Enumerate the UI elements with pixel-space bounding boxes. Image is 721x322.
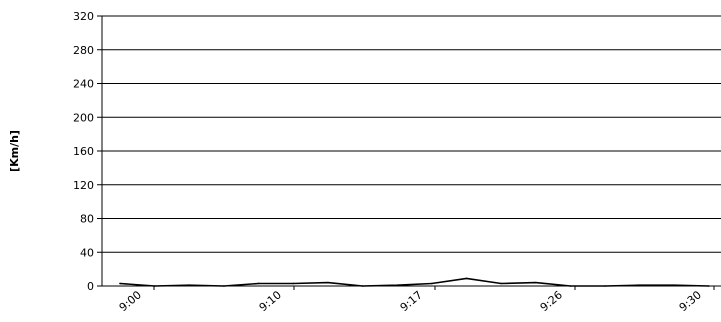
y-tick-label: 80 xyxy=(80,213,94,226)
y-tick-label: 320 xyxy=(73,10,94,23)
data-point xyxy=(465,277,468,280)
x-tick-label: 9:26 xyxy=(538,288,565,314)
y-tick-label: 240 xyxy=(73,78,94,91)
x-tick-label: 9:17 xyxy=(398,288,425,314)
grid-lines xyxy=(102,15,721,287)
y-tick-label: 200 xyxy=(73,111,94,124)
y-tick-label: 160 xyxy=(73,145,94,158)
data-point xyxy=(638,284,641,286)
y-axis-label: [Km/h] xyxy=(8,130,21,172)
x-tick-label: 9:30 xyxy=(677,288,704,314)
data-point xyxy=(431,282,433,285)
data-point xyxy=(292,282,295,285)
data-point xyxy=(361,285,364,287)
series-line xyxy=(119,277,710,287)
data-point xyxy=(257,282,260,285)
x-axis-ticks: 9:00 9:10 9:17 9:26 9:30 xyxy=(117,286,715,314)
x-tick-label: 9:10 xyxy=(257,288,284,314)
data-point xyxy=(153,285,156,287)
y-tick-label: 280 xyxy=(73,44,94,57)
data-point xyxy=(396,284,398,286)
data-point xyxy=(604,285,606,287)
data-point xyxy=(119,282,121,285)
y-axis-ticks: 0 40 80 120 160 200 240 280 320 xyxy=(73,10,102,293)
data-point xyxy=(534,281,537,284)
y-tick-label: 0 xyxy=(87,280,94,293)
series-group xyxy=(119,277,710,287)
data-point xyxy=(327,281,329,284)
data-point xyxy=(188,284,191,286)
data-point xyxy=(500,282,502,285)
data-point xyxy=(569,285,572,287)
x-tick-label: 9:00 xyxy=(117,288,144,314)
data-point xyxy=(708,285,710,287)
y-tick-label: 40 xyxy=(80,246,94,259)
data-point xyxy=(673,284,676,286)
data-point xyxy=(223,285,225,287)
y-tick-label: 120 xyxy=(73,179,94,192)
